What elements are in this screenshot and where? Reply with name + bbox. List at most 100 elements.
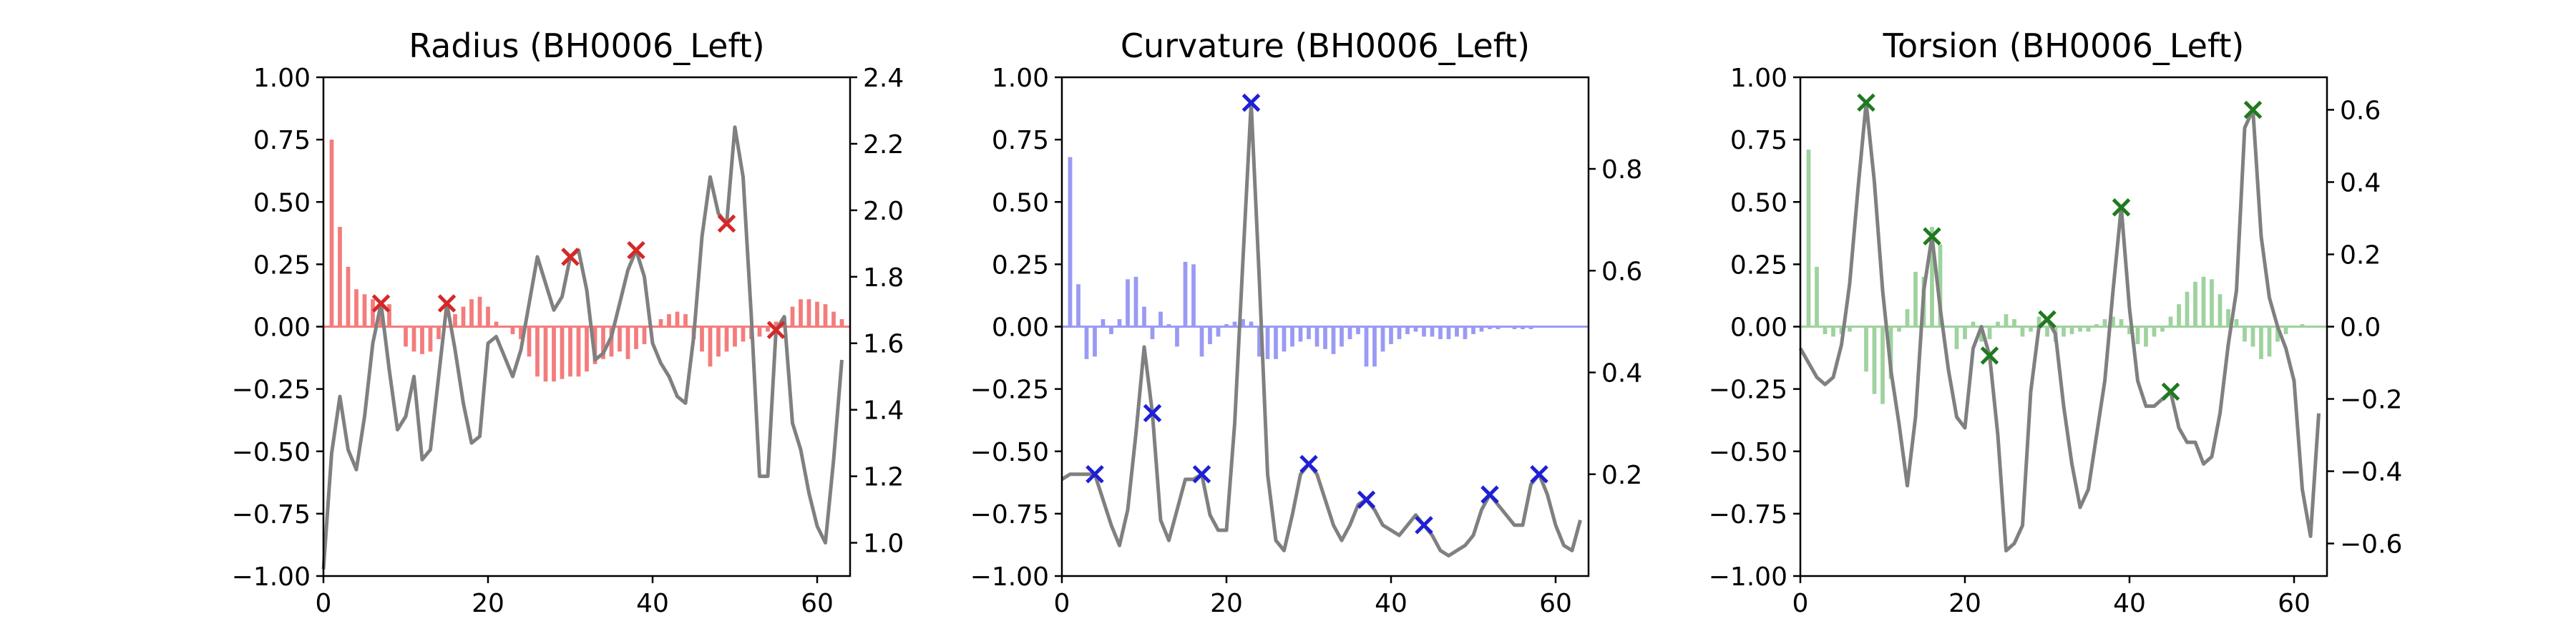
radius-x-tick-label: 40 <box>636 589 669 618</box>
radius-bar <box>675 311 680 327</box>
torsion-bar <box>2259 326 2263 359</box>
radius-bar <box>346 266 351 327</box>
torsion-bar <box>1971 321 1976 327</box>
curvature-bar <box>1265 326 1270 359</box>
torsion-x-tick-label: 60 <box>2278 589 2311 618</box>
radius-bar <box>354 289 358 327</box>
torsion-x-tick-label: 40 <box>2113 589 2146 618</box>
torsion-bar <box>1996 321 2000 327</box>
radius-right-tick-label: 2.0 <box>863 197 904 226</box>
radius-bar <box>510 326 515 334</box>
torsion-bar <box>2152 326 2157 337</box>
torsion-bar <box>1823 326 1828 334</box>
curvature-left-tick-label: −0.25 <box>970 376 1049 405</box>
torsion-left-tick-label: 0.00 <box>1730 313 1787 343</box>
radius-x-tick-label: 0 <box>316 589 332 618</box>
radius-bar <box>774 321 779 327</box>
torsion-bar <box>1979 326 1984 342</box>
curvature-bar <box>1314 326 1319 347</box>
torsion-bar <box>2283 326 2288 334</box>
radius-bar <box>461 306 466 327</box>
curvature-bar <box>1133 276 1138 327</box>
curvature-bar <box>1068 157 1073 327</box>
curvature-bar <box>1331 326 1336 354</box>
torsion-right-tick-label: −0.2 <box>2340 386 2402 415</box>
curvature-peak-marker <box>1241 93 1261 112</box>
torsion-left-tick-label: 1.00 <box>1730 64 1787 93</box>
radius-left-tick-label: −0.25 <box>232 376 311 405</box>
curvature-bar <box>1191 264 1196 327</box>
torsion-bar <box>2135 326 2140 344</box>
torsion-series-line <box>1798 100 2321 553</box>
curvature-bar <box>1249 321 1254 327</box>
torsion-bar <box>2160 326 2165 332</box>
torsion-left-tick-label: −1.00 <box>1709 562 1787 592</box>
curvature-bar <box>1405 326 1410 334</box>
radius-bar <box>535 326 540 377</box>
curvature-bar <box>1158 311 1163 327</box>
radius-x-tick-label: 20 <box>472 589 504 618</box>
curvature-x-tick-label: 60 <box>1539 589 1572 618</box>
radius-bar <box>371 299 375 327</box>
torsion-peak-marker <box>1980 346 1999 365</box>
radius-bar <box>642 326 647 344</box>
radius-panel: Radius (BH0006_Left)1.000.750.500.250.00… <box>232 26 904 618</box>
torsion-bar <box>1880 326 1885 404</box>
torsion-bar <box>2185 291 2190 327</box>
torsion-bar <box>2267 326 2272 357</box>
torsion-bar <box>1897 326 1901 332</box>
torsion-left-tick-label: −0.50 <box>1709 438 1787 467</box>
radius-right-tick-label: 1.2 <box>863 463 904 492</box>
curvature-peak-marker <box>1143 404 1162 423</box>
curvature-right-tick-label: 0.6 <box>1601 257 1642 286</box>
radius-bar <box>831 311 836 327</box>
torsion-bar <box>2300 324 2305 327</box>
curvature-bar <box>1438 326 1443 339</box>
torsion-bar <box>2004 314 2009 327</box>
radius-bar <box>724 326 729 352</box>
curvature-bar <box>1512 326 1517 329</box>
radius-bar <box>790 306 795 327</box>
torsion-bar <box>2218 294 2223 327</box>
radius-left-tick-label: −0.50 <box>232 438 311 467</box>
radius-right-tick-label: 1.8 <box>863 263 904 293</box>
radius-bar <box>799 299 803 327</box>
torsion-bar <box>2168 316 2173 327</box>
radius-right-tick-label: 2.4 <box>863 64 904 93</box>
torsion-left-tick-label: 0.25 <box>1730 250 1787 280</box>
torsion-bar <box>2111 316 2115 327</box>
radius-bar <box>568 326 572 377</box>
curvature-bar <box>1430 326 1435 337</box>
curvature-peak-marker <box>1530 464 1548 484</box>
torsion-bar <box>2069 326 2074 334</box>
radius-bar <box>708 326 713 367</box>
curvature-bar <box>1340 326 1344 347</box>
curvature-bar <box>1496 326 1501 329</box>
torsion-left-tick-label: −0.25 <box>1709 376 1787 405</box>
radius-bar <box>823 304 828 327</box>
radius-left-tick-label: 0.00 <box>253 313 311 343</box>
radius-bar <box>741 326 746 342</box>
radius-bar <box>329 140 334 327</box>
curvature-bar <box>1356 326 1360 334</box>
radius-peak-marker <box>627 240 645 260</box>
radius-bar <box>683 314 688 327</box>
radius-bar <box>428 326 433 352</box>
curvature-bar <box>1076 284 1080 327</box>
curvature-bar <box>1446 326 1451 339</box>
curvature-left-tick-label: 0.75 <box>992 126 1049 155</box>
curvature-series-line <box>1060 101 1582 558</box>
radius-bar <box>411 326 416 352</box>
curvature-bar <box>1093 326 1097 357</box>
torsion-bar <box>2029 326 2033 332</box>
curvature-x-tick-label: 0 <box>1054 589 1070 618</box>
curvature-left-tick-label: 0.50 <box>992 188 1049 218</box>
radius-bar <box>404 326 408 347</box>
curvature-bar <box>1257 326 1262 357</box>
torsion-bar <box>2177 304 2181 327</box>
curvature-bar <box>1413 326 1418 332</box>
radius-bar <box>560 326 565 379</box>
torsion-bar <box>2119 319 2124 327</box>
radius-bar <box>519 326 523 339</box>
torsion-left-tick-label: 0.75 <box>1730 126 1787 155</box>
